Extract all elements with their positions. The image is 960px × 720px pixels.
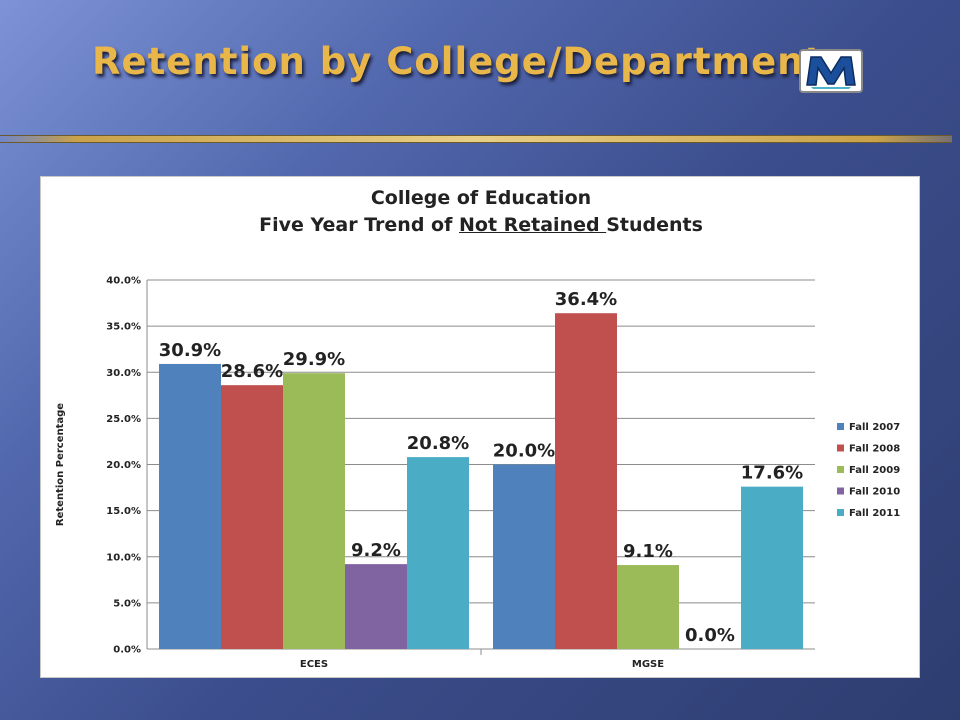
data-label: 17.6% xyxy=(741,463,803,484)
chart-container: College of Education Five Year Trend of … xyxy=(40,176,920,678)
bar-fall-2009-mgse xyxy=(617,565,679,649)
university-logo xyxy=(799,49,863,93)
chart-subtitle-underlined: Not Retained xyxy=(458,214,607,236)
x-tick-label: ECES xyxy=(300,659,328,670)
legend-swatch xyxy=(837,466,844,473)
data-label: 28.6% xyxy=(221,361,283,382)
legend-label: Fall 2007 xyxy=(849,422,900,433)
legend-swatch xyxy=(837,444,844,452)
bar-fall-2011-eces xyxy=(407,457,469,649)
y-axis-label: Retention Percentage xyxy=(55,403,66,526)
bar-fall-2010-eces xyxy=(345,564,407,649)
y-tick-label: 10.0% xyxy=(106,552,141,563)
data-label: 0.0% xyxy=(685,625,735,646)
y-tick-label: 35.0% xyxy=(106,322,141,333)
chart-title: College of Education xyxy=(370,187,592,209)
data-label: 29.9% xyxy=(283,349,345,370)
y-tick-label: 15.0% xyxy=(106,506,141,517)
legend-swatch xyxy=(837,423,844,430)
data-label: 20.0% xyxy=(493,441,555,462)
legend-label: Fall 2009 xyxy=(849,465,900,476)
legend-swatch xyxy=(837,509,844,516)
bar-fall-2008-eces xyxy=(221,385,283,649)
bar-fall-2009-eces xyxy=(283,373,345,649)
y-tick-label: 30.0% xyxy=(106,368,141,379)
data-label: 20.8% xyxy=(407,433,469,454)
data-label: 36.4% xyxy=(555,289,617,310)
bar-chart: 0.0% 5.0% 10.0% 15.0% 20.0% 25.0% 30.0% 35.0% 40… xyxy=(55,276,900,671)
legend-label: Fall 2010 xyxy=(849,487,900,498)
title-divider xyxy=(0,135,952,143)
data-label: 9.1% xyxy=(623,541,673,562)
legend-swatch xyxy=(837,487,844,495)
chart-subtitle-prefix: Five Year Trend of xyxy=(259,214,459,236)
y-tick-label: 20.0% xyxy=(106,460,141,471)
y-tick-label: 0.0% xyxy=(113,645,141,656)
chart-subtitle: Five Year Trend of Not Retained Students xyxy=(41,214,921,236)
bar-fall-2007-mgse xyxy=(493,464,555,649)
bar-fall-2011-mgse xyxy=(741,486,803,649)
y-tick-label: 40.0% xyxy=(106,276,141,287)
bar-fall-2008-mgse xyxy=(555,313,617,649)
data-label: 9.2% xyxy=(351,540,401,561)
slide-title: Retention by College/Department: xyxy=(92,40,839,83)
legend-label: Fall 2008 xyxy=(849,444,900,455)
x-tick-label: MGSE xyxy=(632,659,664,670)
data-label: 30.9% xyxy=(159,340,221,361)
legend-label: Fall 2011 xyxy=(849,508,900,519)
y-tick-label: 25.0% xyxy=(106,414,141,425)
bar-fall-2007-eces xyxy=(159,363,221,649)
chart-subtitle-suffix: Students xyxy=(606,214,703,236)
y-tick-label: 5.0% xyxy=(113,598,141,609)
